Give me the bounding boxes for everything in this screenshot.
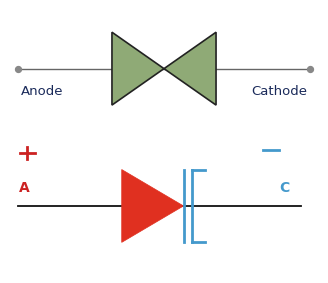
Polygon shape bbox=[112, 32, 164, 105]
Text: Cathode: Cathode bbox=[251, 85, 307, 98]
Polygon shape bbox=[164, 32, 216, 105]
Text: Anode: Anode bbox=[21, 85, 63, 98]
Point bbox=[308, 67, 313, 71]
Text: C: C bbox=[279, 181, 290, 195]
Text: A: A bbox=[19, 181, 30, 195]
Point bbox=[15, 67, 20, 71]
Polygon shape bbox=[122, 170, 183, 242]
